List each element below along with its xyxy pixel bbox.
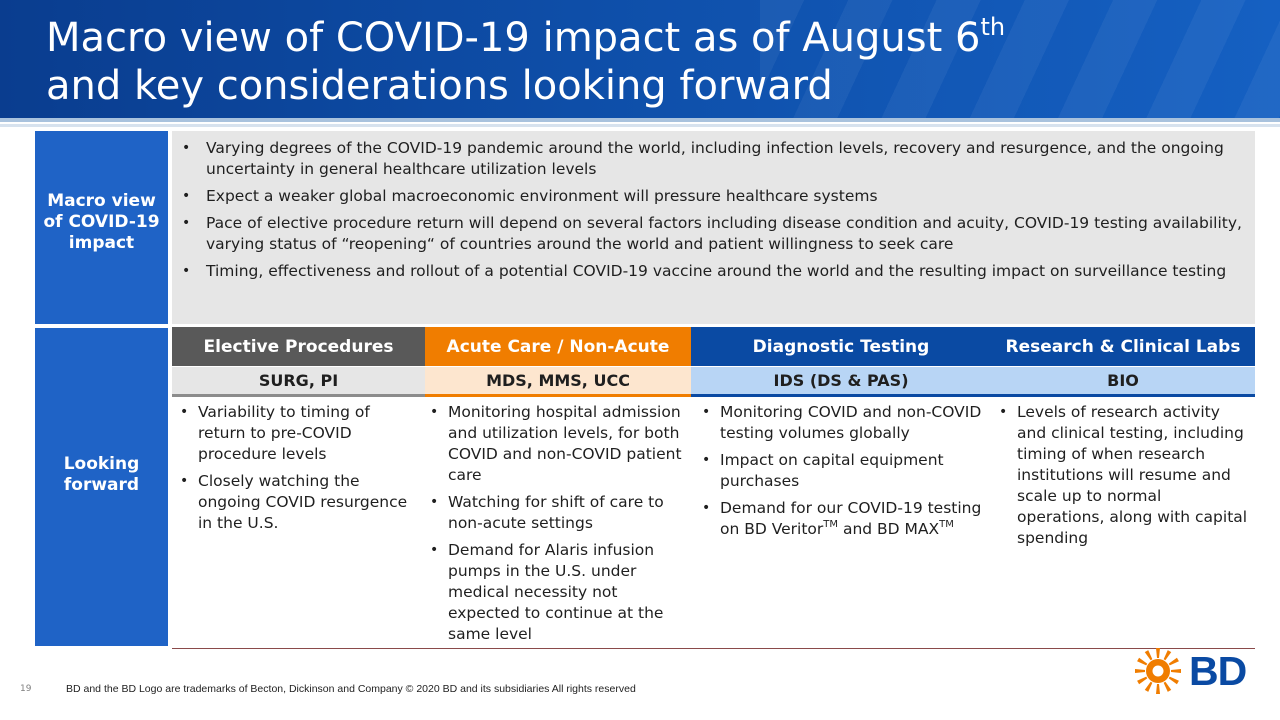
slide-title: Macro view of COVID-19 impact as of Augu…: [46, 14, 1246, 110]
list-item: Levels of research activity and clinical…: [999, 402, 1251, 549]
column-header-research: Research & Clinical Labs: [991, 327, 1255, 366]
macro-bullet: Pace of elective procedure return will d…: [182, 213, 1245, 255]
list-item: Variability to timing of return to pre-C…: [180, 402, 420, 465]
column-header-elective: Elective Procedures: [172, 327, 425, 366]
macro-bullet: Varying degrees of the COVID-19 pandemic…: [182, 138, 1245, 180]
looking-forward-label: Looking forward: [35, 328, 168, 646]
title-line2: and key considerations looking forward: [46, 63, 833, 109]
column-body-acute-care: Monitoring hospital admission and utiliz…: [430, 402, 688, 651]
subheader-research: BIO: [991, 367, 1255, 394]
subheader-rule: [691, 394, 1255, 397]
subheader-rule: [425, 394, 691, 397]
list-item-text: Demand for our COVID-19 testing on BD Ve…: [720, 499, 982, 538]
macro-bullet: Timing, effectiveness and rollout of a p…: [182, 261, 1245, 282]
list-item: Demand for Alaris infusion pumps in the …: [430, 540, 688, 645]
list-item: Demand for our COVID-19 testing on BD Ve…: [702, 498, 986, 540]
column-header-diagnostic: Diagnostic Testing: [691, 327, 991, 366]
column-body-research: Levels of research activity and clinical…: [999, 402, 1251, 555]
title-line1: Macro view of COVID-19 impact as of Augu…: [46, 15, 981, 61]
subheader-diagnostic: IDS (DS & PAS): [691, 367, 991, 394]
list-item: Watching for shift of care to non-acute …: [430, 492, 688, 534]
column-body-elective: Variability to timing of return to pre-C…: [180, 402, 420, 540]
subheader-rule: [172, 394, 425, 397]
column-header-acute-care: Acute Care / Non-Acute: [425, 327, 691, 366]
bd-logo-sun-icon: [1135, 648, 1181, 694]
page-number: 19: [20, 684, 32, 694]
list-item: Monitoring COVID and non-COVID testing v…: [702, 402, 986, 444]
trademark-notice: BD and the BD Logo are trademarks of Bec…: [66, 683, 636, 695]
subheader-acute-care: MDS, MMS, UCC: [425, 367, 691, 394]
title-banner: Macro view of COVID-19 impact as of Augu…: [0, 0, 1280, 118]
table-bottom-rule: [172, 648, 1255, 649]
list-item-text: and BD MAX: [838, 520, 940, 538]
title-superscript: th: [980, 13, 1006, 41]
list-item: Closely watching the ongoing COVID resur…: [180, 471, 420, 534]
list-item: Monitoring hospital admission and utiliz…: [430, 402, 688, 486]
header-divider-light: [0, 124, 1280, 127]
looking-forward-label-text: Looking forward: [63, 454, 140, 495]
macro-bullets-box: Varying degrees of the COVID-19 pandemic…: [172, 131, 1255, 324]
header-divider: [0, 118, 1280, 122]
list-item: Impact on capital equipment purchases: [702, 450, 986, 492]
trademark-mark: TM: [939, 519, 954, 530]
trademark-mark: TM: [823, 519, 839, 530]
macro-label: Macro view of COVID-19 impact: [35, 131, 168, 324]
macro-bullet: Expect a weaker global macroeconomic env…: [182, 186, 1245, 207]
column-body-diagnostic: Monitoring COVID and non-COVID testing v…: [702, 402, 986, 546]
banner-decoration: [760, 0, 1280, 118]
subheader-elective: SURG, PI: [172, 367, 425, 394]
macro-label-text: Macro view of COVID-19 impact: [43, 191, 160, 253]
macro-bullet-list: Varying degrees of the COVID-19 pandemic…: [182, 138, 1245, 282]
bd-logo-text: BD: [1189, 648, 1247, 694]
